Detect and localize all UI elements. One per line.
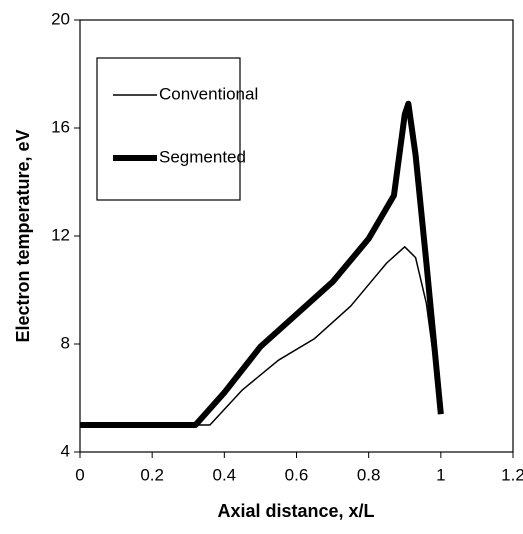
y-axis-title: Electron temperature, eV (13, 129, 33, 342)
legend-box (96, 57, 241, 201)
y-tick-label: 20 (51, 9, 70, 28)
x-tick-label: 0.8 (357, 465, 381, 484)
x-tick-label: 0.2 (140, 465, 164, 484)
legend-label: Segmented (159, 147, 246, 166)
x-tick-label: 1 (436, 465, 445, 484)
y-tick-label: 12 (51, 225, 70, 244)
x-tick-label: 0.4 (213, 465, 237, 484)
y-tick-label: 16 (51, 117, 70, 136)
x-tick-label: 1.2 (501, 465, 523, 484)
x-axis-title: Axial distance, x/L (217, 501, 374, 521)
x-tick-label: 0 (75, 465, 84, 484)
series-line (80, 246, 442, 426)
series-line (80, 100, 444, 428)
y-tick-label: 8 (61, 333, 70, 352)
legend-label: Conventional (159, 84, 258, 103)
x-tick-label: 0.6 (285, 465, 309, 484)
y-tick-label: 4 (61, 441, 70, 460)
